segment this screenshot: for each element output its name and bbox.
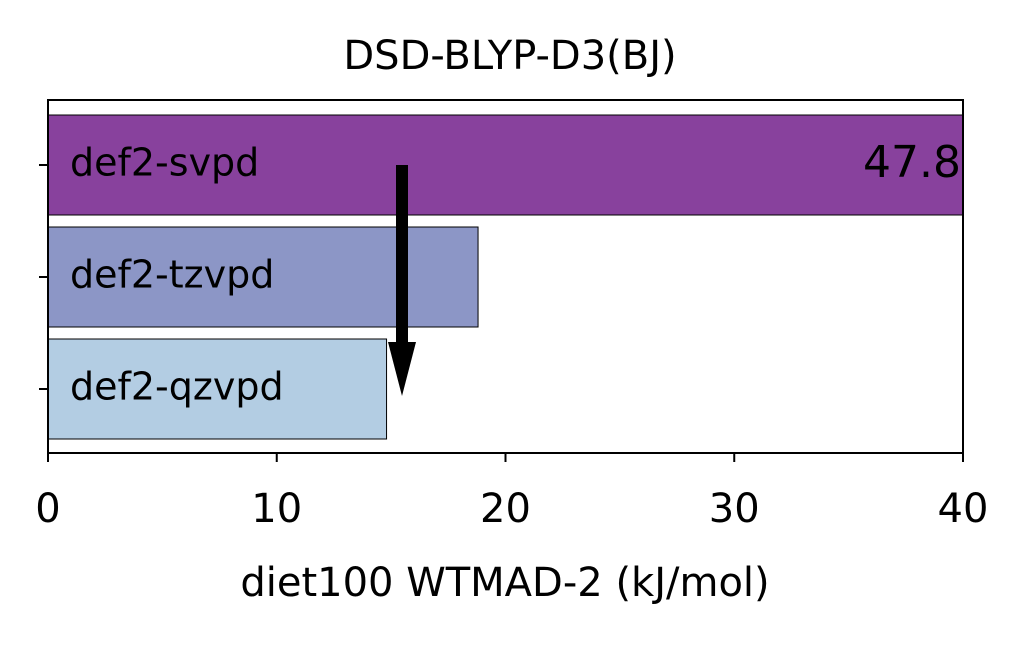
category-label: def2-svpd [70, 141, 259, 185]
bars [48, 114, 963, 440]
labels: def2-svpd 47.8 def2-tzvpd def2-qzvpd [39, 137, 961, 409]
x-tick-label: 30 [709, 486, 760, 532]
x-tick-label: 0 [35, 486, 60, 532]
x-tick-label: 40 [938, 486, 989, 532]
x-tick-label: 10 [251, 486, 302, 532]
arrow-head [388, 342, 416, 396]
x-tick-label: 20 [480, 486, 531, 532]
bar [48, 338, 388, 440]
bar [48, 114, 963, 216]
chart-title: DSD-BLYP-D3(BJ) [343, 33, 676, 79]
category-label: def2-tzvpd [70, 253, 274, 297]
x-axis-label: diet100 WTMAD-2 (kJ/mol) [240, 560, 769, 606]
category-label: def2-qzvpd [70, 365, 284, 409]
value-label: 47.8 [863, 137, 961, 188]
